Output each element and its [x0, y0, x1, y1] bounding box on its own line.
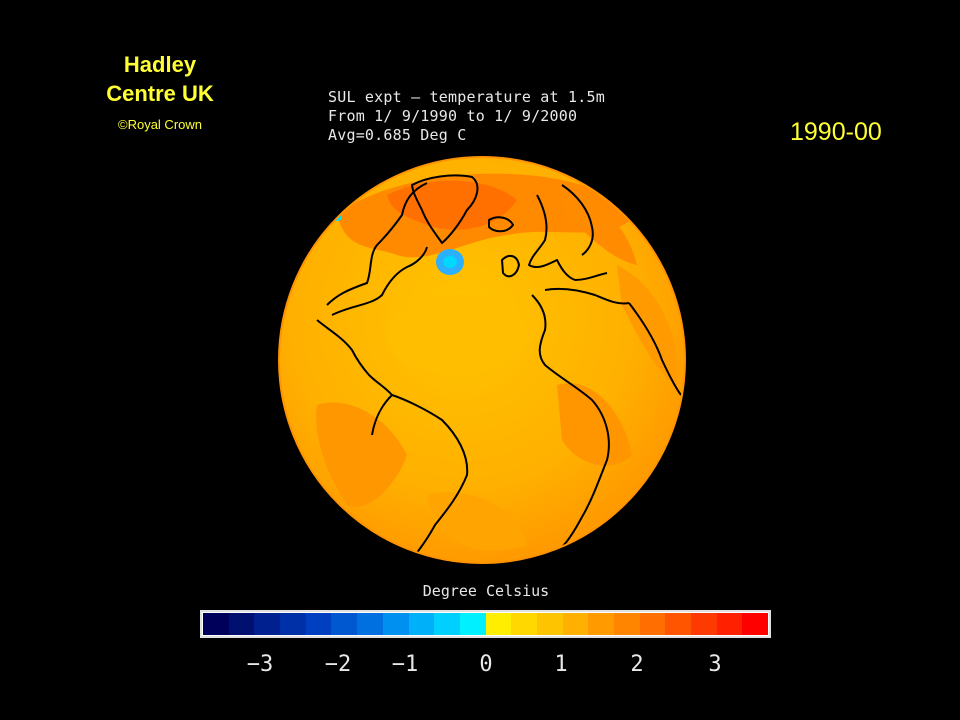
colorbar: [200, 610, 771, 638]
colorbar-swatch: [280, 613, 306, 635]
eurasia-warm-region: [617, 265, 678, 385]
colorbar-swatch: [562, 613, 589, 635]
colorbar-swatch: [254, 613, 281, 635]
arabia-coast: [628, 302, 682, 396]
coastlines: [316, 174, 682, 564]
colorbar-swatch: [485, 613, 512, 635]
south-america-warm-region: [316, 402, 407, 507]
caption-line2: From 1/ 9/1990 to 1/ 9/2000: [328, 107, 578, 125]
globe-map: [278, 156, 686, 564]
colorbar-swatch: [203, 613, 229, 635]
credit-title-line2: Centre UK: [106, 81, 214, 106]
atlantic-light-patch: [387, 295, 527, 375]
colorbar-swatch: [357, 613, 383, 635]
colorbar-tick-label: 3: [708, 652, 722, 677]
colorbar-tick-label: 2: [630, 652, 644, 677]
cold-spot-core: [443, 256, 457, 268]
south-america-coast: [371, 394, 469, 564]
colorbar-swatch: [716, 613, 743, 635]
africa-warm-region: [557, 383, 632, 466]
colorbar-swatch: [665, 613, 692, 635]
colorbar-swatch: [459, 613, 486, 635]
colorbar-swatch: [588, 613, 614, 635]
colorbar-swatch: [434, 613, 460, 635]
uk-coast: [501, 254, 520, 278]
colorbar-swatch: [536, 613, 563, 635]
scandinavia-coast: [561, 184, 594, 256]
caption-line1: SUL expt — temperature at 1.5m: [328, 88, 605, 106]
greenland-coast: [411, 174, 479, 244]
colorbar-swatch: [228, 613, 255, 635]
colorbar-tick-label: −1: [391, 652, 419, 677]
colorbar-swatch: [331, 613, 358, 635]
colorbar-unit-label: Degree Celsius: [422, 582, 550, 600]
colorbar-swatch: [691, 613, 717, 635]
period-label: 1990-00: [790, 118, 882, 146]
globe-edge: [278, 156, 686, 564]
scandinavia-warm-region: [557, 185, 637, 265]
colorbar-swatch: [742, 613, 769, 635]
colorbar-ticks: −3 −2 −1 0 1 2 3: [200, 652, 771, 682]
colorbar-swatch: [639, 613, 666, 635]
north-america-coast: [326, 182, 428, 316]
iceland-coast: [488, 216, 514, 233]
colorbar-swatch: [382, 613, 409, 635]
map-caption: SUL expt — temperature at 1.5m From 1/ 9/…: [328, 88, 605, 145]
europe-coast: [528, 194, 608, 281]
colorbar-swatch: [614, 613, 640, 635]
colorbar-tick-label: 0: [479, 652, 493, 677]
credit-title-line1: Hadley: [123, 52, 197, 77]
credit-block: Hadley Centre UK ©Royal Crown: [80, 50, 240, 132]
greenland-warm-region: [387, 180, 517, 230]
colorbar-tick-label: −3: [246, 652, 274, 677]
south-atlantic-warm-patch: [427, 492, 527, 551]
colorbar-tick-label: −2: [324, 652, 352, 677]
colorbar-swatch: [511, 613, 537, 635]
colorbar-swatch: [408, 613, 435, 635]
colorbar-swatch: [305, 613, 332, 635]
central-america-coast: [316, 319, 393, 396]
africa-coast: [531, 294, 610, 548]
mediterranean-coast: [544, 287, 630, 305]
credit-copyright: ©Royal Crown: [118, 117, 202, 132]
caption-line3: Avg=0.685 Deg C: [328, 126, 467, 144]
colorbar-tick-label: 1: [554, 652, 568, 677]
